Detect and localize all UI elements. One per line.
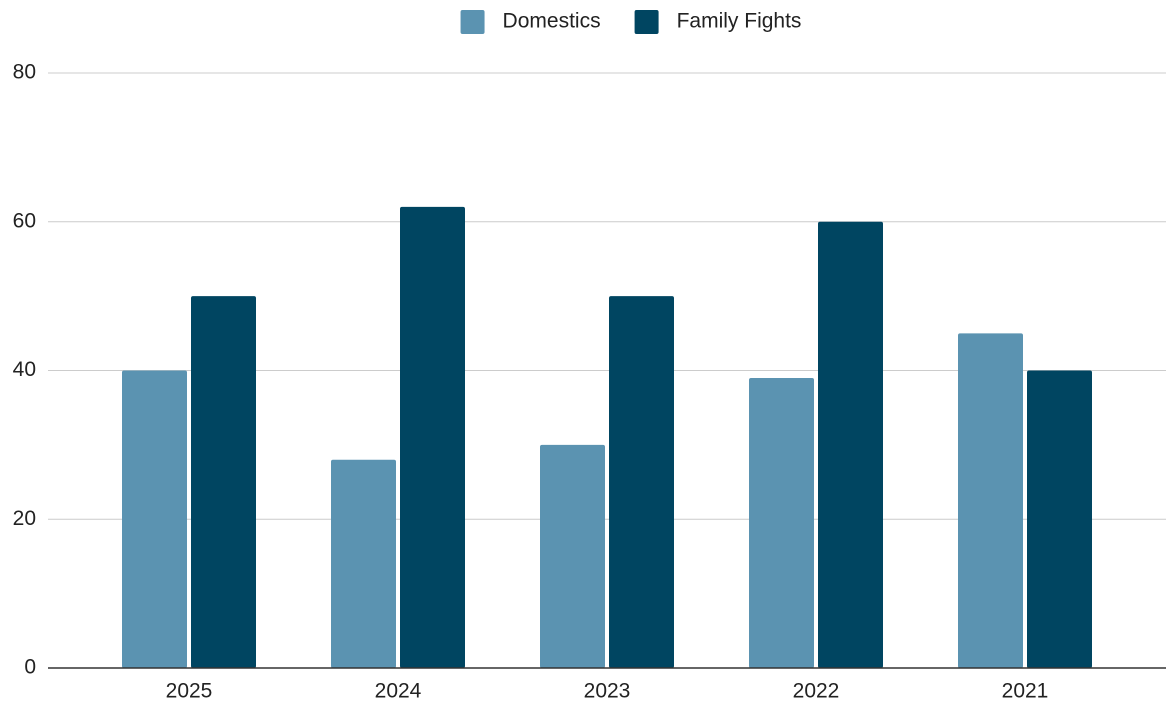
- x-tick-label: 2022: [793, 680, 840, 703]
- bar: [818, 221, 883, 668]
- y-tick-label: 40: [13, 358, 36, 381]
- y-tick-label: 20: [13, 507, 36, 530]
- bar: [540, 444, 605, 668]
- legend-item: Domestics: [460, 10, 601, 34]
- bar: [1027, 370, 1092, 668]
- legend-swatch: [460, 10, 485, 34]
- bar: [958, 333, 1023, 668]
- bar: [191, 296, 256, 668]
- bar: [609, 296, 674, 668]
- x-tick-label: 2021: [1002, 680, 1049, 703]
- bar: [400, 206, 465, 668]
- y-tick-label: 60: [13, 209, 36, 232]
- x-tick-label: 2023: [584, 680, 631, 703]
- y-tick-label: 80: [13, 61, 36, 84]
- y-tick-label: 0: [24, 656, 36, 679]
- legend-swatch: [634, 10, 659, 34]
- x-tick-label: 2024: [375, 680, 422, 703]
- legend-label: Domestics: [503, 10, 601, 33]
- legend-label: Family Fights: [677, 10, 802, 33]
- bar: [331, 459, 396, 668]
- x-tick-label: 2025: [166, 680, 213, 703]
- legend-item: Family Fights: [634, 10, 802, 34]
- bar: [749, 377, 814, 668]
- bar: [122, 370, 187, 668]
